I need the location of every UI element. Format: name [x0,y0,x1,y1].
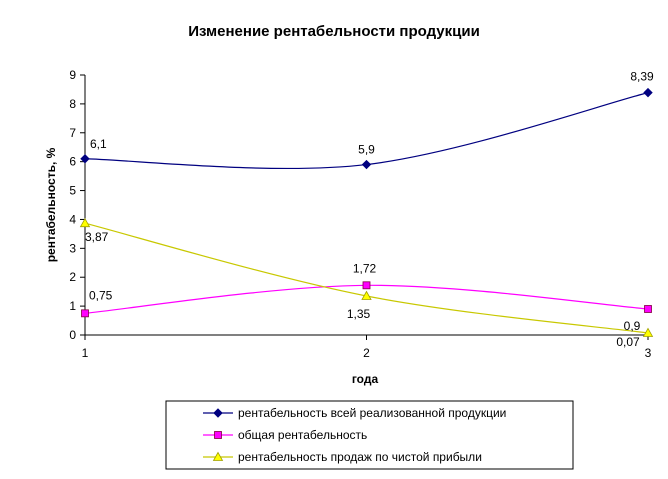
series-2-point [362,281,371,290]
y-tick-label: 8 [69,97,76,111]
legend-marker-2 [214,431,222,439]
series-2-point [81,309,89,318]
x-tick-label: 1 [82,346,89,360]
series-3-point [642,327,654,337]
series-2-point [644,305,652,313]
x-axis-title: года [352,372,379,386]
y-tick-label: 0 [69,328,76,342]
data-label: 0,07 [616,335,640,349]
series-line-1 [84,92,649,170]
data-label: 0,75 [89,288,113,302]
y-tick-label: 5 [69,184,76,198]
legend-label-3: рентабельность продаж по чистой прибыли [238,450,482,464]
y-tick-label: 9 [69,68,76,82]
y-tick-label: 4 [69,212,76,226]
series-3-point [79,217,91,228]
series-1-point [643,87,653,98]
y-tick-label: 3 [69,241,76,255]
y-tick-label: 7 [69,126,76,140]
series-1-point [361,159,372,170]
legend-marker-1 [213,408,223,418]
data-label: 8,39 [630,70,654,84]
x-ticks: 1 2 3 [82,335,652,360]
data-label: 6,1 [90,137,107,151]
series-layer [79,87,654,337]
x-tick-label: 3 [645,346,652,360]
data-label: 1,72 [353,261,377,275]
data-label: 5,9 [358,143,375,157]
y-tick-label: 1 [69,299,76,313]
data-label: 1,35 [347,307,371,321]
series-3-point [361,290,372,300]
legend-marker-3 [212,451,224,461]
series-1-point [80,154,90,164]
x-tick-label: 2 [363,346,370,360]
y-axis-title: рентабельность, % [44,147,58,262]
y-tick-label: 2 [69,270,76,284]
data-labels-layer: 6,1 5,9 8,39 0,75 1,72 0,9 3,87 1,35 0,07 [85,70,654,349]
chart-title: Изменение рентабельности продукции [188,23,480,40]
legend-label-2: общая рентабельность [238,428,367,442]
y-tick-label: 6 [69,155,76,169]
data-label: 0,9 [624,319,641,333]
legend-box [165,400,574,470]
y-ticks: 0 1 2 3 4 5 6 7 8 9 [69,68,85,342]
legend-label-1: рентабельность всей реализованной продук… [238,406,506,420]
legend: рентабельность всей реализованной продук… [165,400,574,470]
data-label: 3,87 [85,230,109,244]
